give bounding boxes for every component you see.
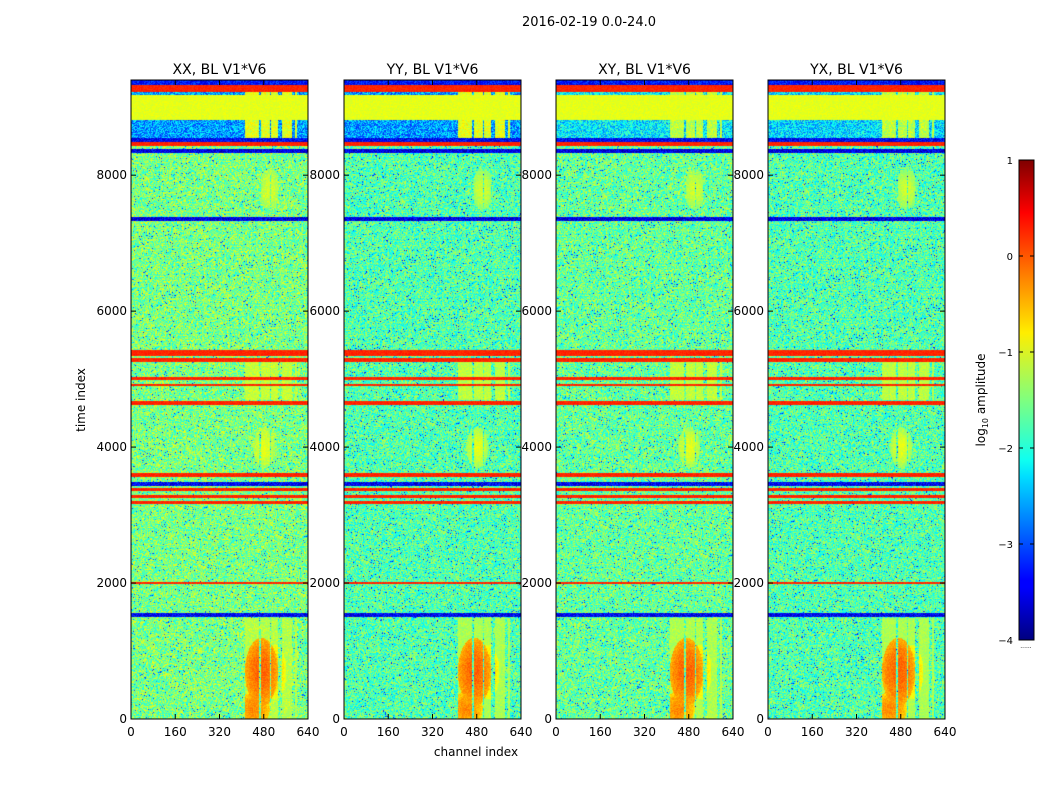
y-tick-label: 2000: [733, 576, 764, 590]
x-tick-label: 320: [208, 725, 231, 739]
heatmap-image: [768, 80, 945, 719]
y-tick-label: 6000: [309, 304, 340, 318]
heatmap-image: [344, 80, 521, 719]
y-tick-label: 4000: [521, 440, 552, 454]
y-tick-label: 8000: [521, 168, 552, 182]
panel-title: XX, BL V1*V6: [173, 62, 267, 78]
colorbar-tick-label: −1: [998, 348, 1013, 359]
x-tick-label: 480: [465, 725, 488, 739]
y-tick-label: 0: [119, 712, 127, 726]
y-tick-label: 8000: [309, 168, 340, 182]
figure-title: 2016-02-19 0.0-24.0: [522, 15, 656, 30]
colorbar-offset-label: ......: [1020, 643, 1032, 650]
heatmap-image: [556, 80, 733, 719]
x-tick-label: 0: [340, 725, 348, 739]
colorbar-gradient: [1018, 159, 1035, 641]
y-tick-label: 2000: [309, 576, 340, 590]
colorbar-label-suffix: amplitude: [974, 354, 988, 418]
colorbar-label: log10 amplitude: [974, 354, 990, 447]
y-tick-label: 6000: [96, 304, 127, 318]
x-tick-label: 640: [934, 725, 957, 739]
y-tick-label: 6000: [733, 304, 764, 318]
colorbar: 10−1−2−3−4 log10 amplitude ......: [974, 156, 1035, 650]
panel-3: XY, BL V1*V6 0 160 320 480 640 0 2000 4000 6000 80…: [521, 62, 744, 739]
x-tick-label: 320: [633, 725, 656, 739]
y-tick-label: 0: [544, 712, 552, 726]
x-tick-label: 0: [764, 725, 772, 739]
panel-4: YX, BL V1*V6 0 160 320 480 640 0 2000 4000 6000 80…: [733, 62, 956, 739]
x-tick-label: 480: [252, 725, 275, 739]
colorbar-tick-label: −3: [998, 540, 1013, 551]
x-tick-label: 640: [510, 725, 533, 739]
x-tick-label: 320: [421, 725, 444, 739]
x-tick-label: 0: [127, 725, 135, 739]
colorbar-tick-label: −2: [998, 444, 1013, 455]
x-tick-label: 160: [164, 725, 187, 739]
panel-title: XY, BL V1*V6: [598, 62, 691, 78]
x-tick-label: 160: [377, 725, 400, 739]
x-tick-label: 0: [552, 725, 560, 739]
x-tick-label: 320: [845, 725, 868, 739]
colorbar-tick-label: 1: [1007, 156, 1013, 167]
panel-1: XX, BL V1*V6 0 160 320 480 640 0 2000 4000 6000 80…: [96, 62, 319, 739]
heatmap-image: [131, 80, 308, 719]
x-tick-label: 480: [677, 725, 700, 739]
colorbar-label-prefix: log: [974, 428, 988, 446]
panel-title: YY, BL V1*V6: [386, 62, 479, 78]
y-tick-label: 8000: [96, 168, 127, 182]
panel-title: YX, BL V1*V6: [809, 62, 903, 78]
x-axis-label: channel index: [434, 745, 518, 759]
colorbar-tick-label: 0: [1007, 252, 1013, 263]
y-tick-label: 2000: [96, 576, 127, 590]
y-tick-label: 4000: [96, 440, 127, 454]
y-tick-label: 8000: [733, 168, 764, 182]
y-tick-label: 0: [332, 712, 340, 726]
x-tick-label: 640: [297, 725, 320, 739]
colorbar-label-subscript: 10: [981, 418, 990, 428]
panel-2: YY, BL V1*V6 0 160 320 480 640 0 2000 4000 6000 80…: [309, 62, 532, 739]
x-tick-label: 160: [589, 725, 612, 739]
colorbar-tick-label: −4: [998, 636, 1013, 647]
panels-group: XX, BL V1*V6 0 160 320 480 640 0 2000 4000 6000 80…: [96, 62, 956, 739]
x-tick-label: 160: [801, 725, 824, 739]
y-tick-label: 6000: [521, 304, 552, 318]
y-tick-label: 0: [756, 712, 764, 726]
y-tick-label: 2000: [521, 576, 552, 590]
y-tick-label: 4000: [309, 440, 340, 454]
x-tick-label: 480: [889, 725, 912, 739]
y-axis-label: time index: [74, 368, 88, 432]
y-tick-label: 4000: [733, 440, 764, 454]
x-tick-label: 640: [722, 725, 745, 739]
